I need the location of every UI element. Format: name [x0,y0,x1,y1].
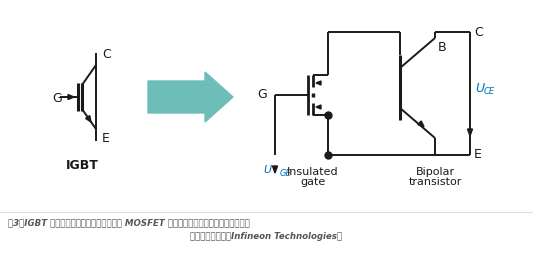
Text: E: E [102,133,110,145]
Text: transistor: transistor [408,177,462,187]
FancyArrow shape [148,72,233,122]
Polygon shape [467,129,472,136]
Text: GE: GE [280,169,292,178]
Text: G: G [52,92,62,104]
Polygon shape [316,105,321,109]
Text: IGBT: IGBT [66,159,99,172]
Text: C: C [102,49,111,62]
Text: B: B [438,41,447,54]
Text: Insulated: Insulated [287,167,339,177]
Text: U: U [475,81,484,94]
Text: gate: gate [301,177,326,187]
Polygon shape [272,166,278,173]
Text: CE: CE [484,87,495,97]
Text: G: G [257,88,267,102]
Text: 构。（图片来源：Infineon Technologies）: 构。（图片来源：Infineon Technologies） [190,232,342,241]
Text: Bipolar: Bipolar [415,167,455,177]
Text: C: C [474,26,483,39]
Text: 图3：IGBT 的概念结构展示了构成绝缘栎的 MOSFET 和作为功率处理部分的双极晶体管结: 图3：IGBT 的概念结构展示了构成绝缘栎的 MOSFET 和作为功率处理部分的… [8,218,250,227]
Text: E: E [474,149,482,162]
Polygon shape [316,81,321,85]
Polygon shape [86,116,91,122]
Text: U: U [263,165,271,175]
Polygon shape [68,94,74,99]
Polygon shape [418,121,424,127]
